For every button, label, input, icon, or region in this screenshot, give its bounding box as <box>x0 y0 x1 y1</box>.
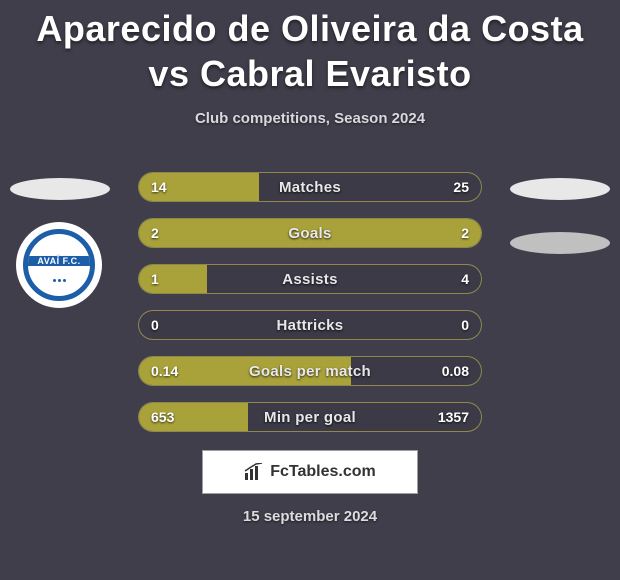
stat-row: 6531357Min per goal <box>138 402 482 432</box>
stat-label: Hattricks <box>139 311 481 339</box>
comparison-title: Aparecido de Oliveira da Costa vs Cabral… <box>0 0 620 96</box>
stat-row: 22Goals <box>138 218 482 248</box>
stats-comparison-bars: 1425Matches 22Goals 14Assists 00Hattricks 0.… <box>138 172 482 448</box>
stat-label: Matches <box>139 173 481 201</box>
stat-row: 14Assists <box>138 264 482 294</box>
stat-row: 00Hattricks <box>138 310 482 340</box>
source-brand-box: FcTables.com <box>202 450 418 494</box>
stat-label: Goals per match <box>139 357 481 385</box>
source-brand-text: FcTables.com <box>270 463 376 481</box>
club-crest-icon: AVAÍ F.C. <box>23 229 95 301</box>
player-left-club-crest: AVAÍ F.C. <box>16 222 102 308</box>
crest-label: AVAÍ F.C. <box>37 256 80 266</box>
snapshot-date: 15 september 2024 <box>0 508 620 525</box>
stat-label: Goals <box>139 219 481 247</box>
chart-icon <box>244 463 264 481</box>
player-right-avatar-placeholder-1 <box>510 178 610 200</box>
player-left-avatar-placeholder <box>10 178 110 200</box>
player-right-avatar-placeholder-2 <box>510 232 610 254</box>
stat-row: 0.140.08Goals per match <box>138 356 482 386</box>
stat-label: Assists <box>139 265 481 293</box>
stat-label: Min per goal <box>139 403 481 431</box>
stat-row: 1425Matches <box>138 172 482 202</box>
comparison-subtitle: Club competitions, Season 2024 <box>0 110 620 127</box>
